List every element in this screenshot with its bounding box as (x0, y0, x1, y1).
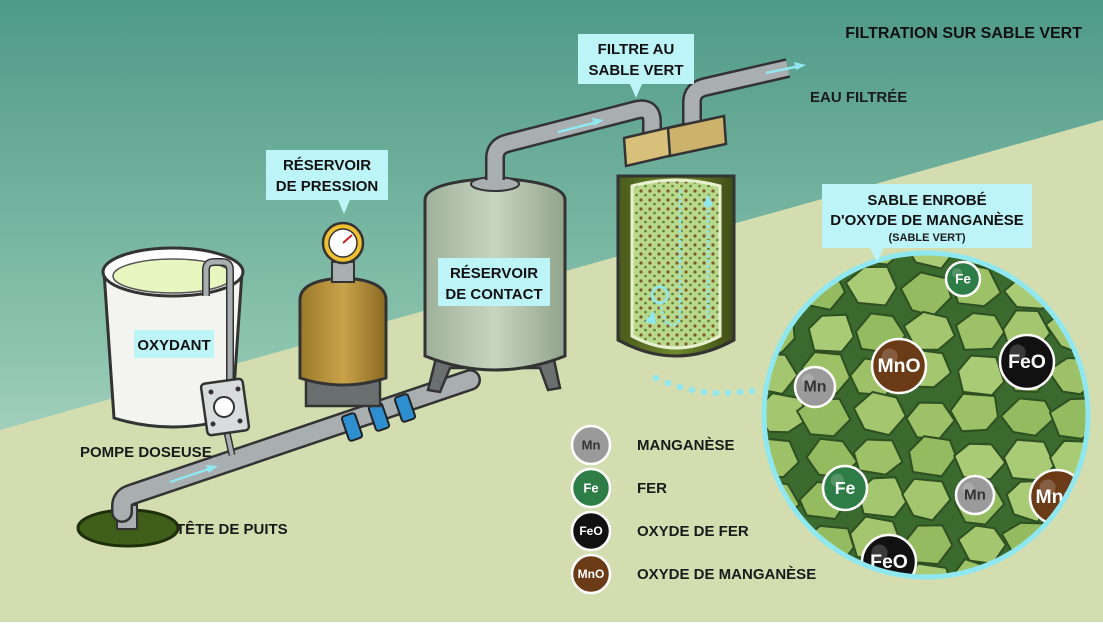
particle-label: MnO (877, 355, 920, 377)
legend: Mn MANGANÈSE Fe FER FeO OXYDE DE FER MnO OXYDE … (570, 424, 816, 595)
particle-label: Mn (803, 379, 826, 396)
filtered-water-label: EAU FILTRÉE (810, 89, 907, 106)
dosing-pump (199, 377, 251, 456)
oxidant-label: OXYDANT (137, 337, 210, 354)
sand-grain (908, 435, 958, 478)
bottom-border (0, 622, 1103, 634)
zoom-connector (652, 374, 756, 397)
sand-grain (999, 397, 1056, 437)
sand-grain (807, 313, 855, 353)
connector-dot (700, 388, 708, 396)
connector-dot (712, 389, 720, 397)
sand-grain (852, 438, 904, 476)
legend-symbol: Mn (582, 438, 601, 453)
sand-grain (904, 253, 958, 270)
sand-label-1: SABLE ENROBÉ (867, 192, 986, 209)
green-sand-filter: FILTRE AU SABLE VERT (578, 34, 736, 358)
contact-tank-label-1: RÉSERVOIR (450, 265, 538, 282)
particle-label: Fe (955, 272, 971, 287)
pressure-tank: RÉSERVOIR DE PRESSION (266, 150, 388, 408)
sand-label-2: D'OXYDE DE MANGANÈSE (830, 212, 1024, 229)
pressure-tank-label-1: RÉSERVOIR (283, 157, 371, 174)
transfer-pipe (485, 99, 662, 180)
connector-dot (736, 388, 744, 396)
sand-grain (901, 477, 952, 522)
connector-dot (724, 389, 732, 397)
legend-label: FER (637, 480, 667, 497)
outlet-pipe (682, 58, 806, 140)
filter-label-2: SABLE VERT (588, 62, 683, 79)
particle-mn: Mn (954, 474, 996, 516)
sand-grain (952, 442, 1007, 481)
connector-dot (676, 383, 684, 391)
contact-tank: RÉSERVOIR DE CONTACT (423, 176, 567, 394)
sand-grain (905, 562, 953, 577)
connector-dot (664, 379, 672, 387)
particle-label: Mn (964, 487, 986, 504)
sand-grain (795, 397, 852, 438)
particle-label: Fe (835, 478, 856, 498)
sand-label-3: (SABLE VERT) (889, 232, 966, 244)
legend-symbol: FeO (579, 524, 602, 538)
dosing-pump-label: POMPE DOSEUSE (80, 444, 212, 461)
particle-fe: Fe (821, 464, 869, 512)
particle-mno: MnO (870, 337, 928, 395)
particle-mn: Mn (793, 365, 837, 409)
particle-label: FeO (1008, 351, 1046, 373)
connector-dot (748, 387, 756, 395)
legend-symbol: Fe (583, 481, 598, 496)
sand-grain (1048, 397, 1088, 440)
sand-grain (852, 390, 907, 437)
legend-item: Fe FER (570, 467, 667, 509)
pressure-tank-label-2: DE PRESSION (276, 178, 379, 195)
legend-label: OXYDE DE FER (637, 523, 749, 540)
inlet-pipe (111, 369, 481, 523)
connector-dot (688, 386, 696, 394)
legend-item: FeO OXYDE DE FER (570, 510, 749, 552)
legend-symbol: MnO (578, 567, 605, 581)
sand-grain (764, 352, 799, 396)
legend-item: MnO OXYDE DE MANGANÈSE (570, 553, 816, 595)
particle-fe: Fe (944, 260, 982, 298)
sand-grain (954, 311, 1006, 351)
particle-label: FeO (870, 551, 908, 573)
particle-feo: FeO (998, 333, 1056, 391)
sand-grain (949, 392, 1000, 433)
well-head-label: TÊTE DE PUITS (176, 520, 288, 538)
diagram-title: FILTRATION SUR SABLE VERT (845, 25, 1082, 42)
sand-grain (902, 310, 957, 351)
sand-grain (844, 265, 898, 307)
contact-tank-label-2: DE CONTACT (445, 286, 542, 303)
sand-grain (956, 354, 1006, 397)
filter-label-1: FILTRE AU (598, 41, 675, 58)
legend-label: OXYDE DE MANGANÈSE (637, 566, 816, 583)
connector-dot (652, 374, 660, 382)
legend-label: MANGANÈSE (637, 437, 735, 454)
legend-item: Mn MANGANÈSE (570, 424, 735, 466)
